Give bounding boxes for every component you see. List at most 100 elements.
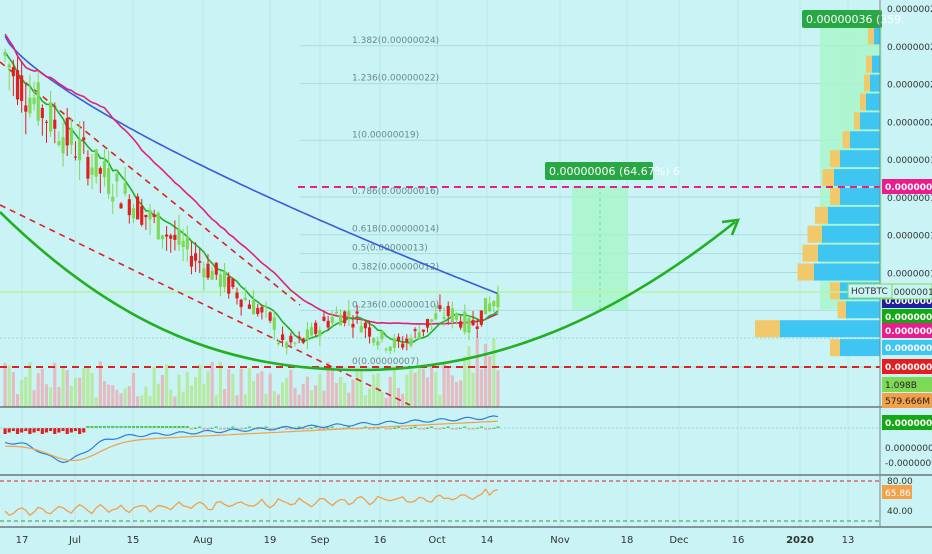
candle-body [235,292,239,299]
macd-histogram-bar [347,426,351,428]
macd-histogram-bar [169,426,173,428]
macd-histogram-bar [115,426,119,428]
volume-bar [32,390,36,407]
volume-profile-bar-sell [864,74,870,92]
volume-bar [421,368,425,407]
volume-bar [177,374,181,407]
macd-histogram-bar [202,428,206,430]
macd-histogram-bar [413,426,417,428]
volume-bar [276,394,280,407]
candle-body [86,156,90,179]
price-marker [882,340,932,355]
candle-body [376,341,380,346]
fib-label: 1.236(0.00000022) [352,74,439,84]
macd-histogram-bar [198,426,202,428]
volume-bar [98,361,102,407]
macd-histogram-bar [32,428,36,433]
candle-body [438,305,442,310]
macd-histogram-bar [102,426,107,428]
ma-blue-line [4,35,499,295]
macd-histogram-bar [11,428,15,431]
volume-profile-bar-sell [830,187,840,205]
volume-marker-label: 579.666M [885,397,930,407]
mid-target-label: 0.00000006 (64.67%) 6 [549,165,680,178]
candle-body [136,196,140,220]
macd-histogram-bar [131,426,136,428]
candle-body [496,294,500,308]
candle-body [314,322,318,334]
vertical-grid [21,0,849,527]
price-tick-label: 0.00000016 [887,194,932,204]
volume-bar [367,388,372,407]
macd-histogram-bar [322,428,326,430]
macd-histogram-bar [65,428,69,434]
macd-histogram-bar [156,426,160,428]
candle-body [301,338,305,343]
volume-bar [359,368,363,407]
macd-histogram-bar [57,428,61,433]
rsi-tick-label: 80.00 [887,477,913,487]
volume-profile-bar [860,112,880,130]
price-marker [882,309,932,324]
fib-label: 0.786(0.00000016) [352,187,439,197]
candle-body [492,301,496,307]
mid-target-badge [545,162,653,180]
volume-bar [343,382,347,407]
ma-green-line [4,51,499,345]
candle-body [111,196,115,202]
macd-histogram-bar [152,426,156,428]
arrow-head-icon [721,218,741,236]
volume-bar [264,393,268,407]
candle-body [107,168,111,194]
volume-bar [227,369,231,407]
macd-histogram-bar [165,426,169,428]
macd-histogram-bar [268,428,272,430]
symbol-badge-label: HOTBTC [851,287,888,297]
macd-histogram-bar [471,428,475,430]
macd-histogram-bar [372,428,376,430]
volume-bar [49,387,53,407]
volume-profile-bar [846,301,880,319]
volume-bar [293,387,297,407]
rounding-bottom-curve [0,211,736,372]
candle-body [413,329,417,332]
candle-body [388,346,392,351]
volume-bar [90,372,94,407]
time-axis-label: Nov [550,535,570,546]
volume-bar [40,368,44,407]
volume-bar [165,364,169,407]
volume-bar [3,362,7,407]
candle-body [268,312,272,321]
candle-body [65,118,69,146]
macd-histogram-bar [36,428,40,431]
volume-bar [152,367,156,407]
candle-body [355,311,359,314]
time-axis-label: 15 [127,535,140,546]
volume-bar [102,381,107,407]
volume-bar [355,368,359,407]
volume-bar [450,375,454,407]
volume-bar [181,391,185,407]
candle-body [488,303,492,312]
fib-label: 0(0.00000007) [352,357,419,367]
macd-histogram-bar [144,426,148,428]
candle-body [94,149,98,177]
macd-marker [882,415,932,430]
macd-histogram-bar [136,426,140,428]
macd-tick-label: -0.00000002 [885,459,932,469]
volume-bar [94,397,98,407]
candle-body [363,322,367,329]
candle-body [20,75,24,101]
volume-bar [136,396,140,407]
macd-histogram-bar [309,427,314,429]
macd-histogram-bar [20,428,24,433]
volume-bar [280,382,285,407]
volume-profile-bar-sell [807,225,822,243]
candle-body [61,137,65,154]
fib-label: 0.618(0.00000014) [352,225,439,235]
macd-histogram-bar [173,426,177,428]
candle-body [102,161,107,178]
volume-bar [231,373,235,407]
rsi-tick-label: 40.00 [887,507,913,517]
